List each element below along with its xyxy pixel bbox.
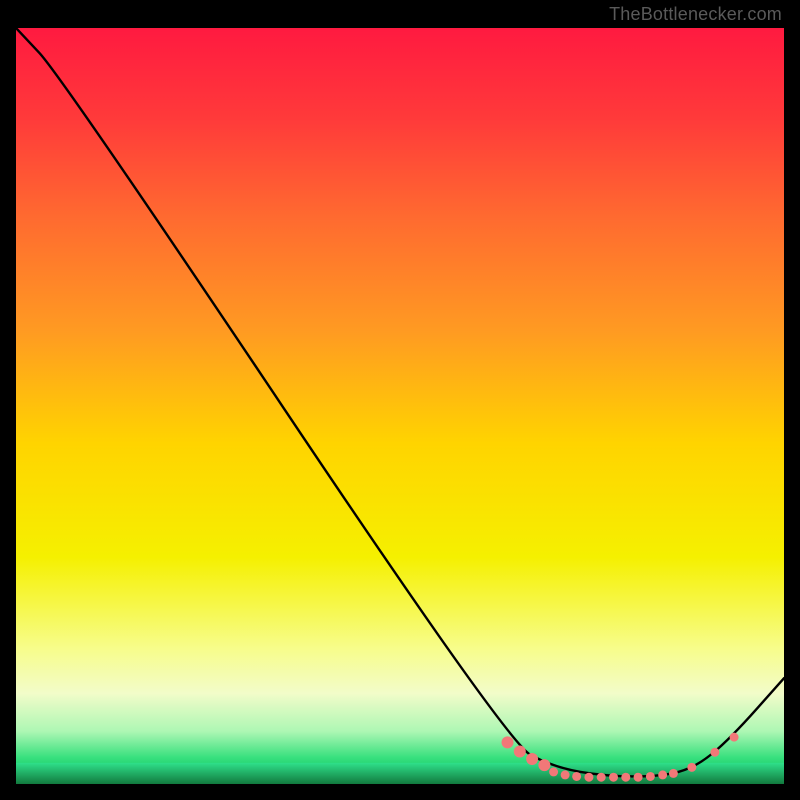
chart-frame xyxy=(16,28,784,784)
curve-line xyxy=(16,28,784,776)
marker-dot xyxy=(597,773,606,782)
marker-dot xyxy=(634,773,643,782)
markers-group xyxy=(502,733,739,782)
marker-dot xyxy=(502,736,514,748)
marker-dot xyxy=(572,772,581,781)
marker-dot xyxy=(646,772,655,781)
marker-dot xyxy=(526,753,538,765)
marker-dot xyxy=(584,773,593,782)
marker-dot xyxy=(687,763,696,772)
marker-dot xyxy=(561,770,570,779)
marker-dot xyxy=(669,769,678,778)
marker-dot xyxy=(658,770,667,779)
marker-dot xyxy=(514,745,526,757)
marker-dot xyxy=(621,773,630,782)
watermark-text: TheBottlenecker.com xyxy=(609,4,782,25)
marker-dot xyxy=(730,733,739,742)
marker-dot xyxy=(609,773,618,782)
marker-dot xyxy=(549,767,558,776)
marker-dot xyxy=(710,748,719,757)
chart-overlay xyxy=(16,28,784,784)
marker-dot xyxy=(538,759,550,771)
